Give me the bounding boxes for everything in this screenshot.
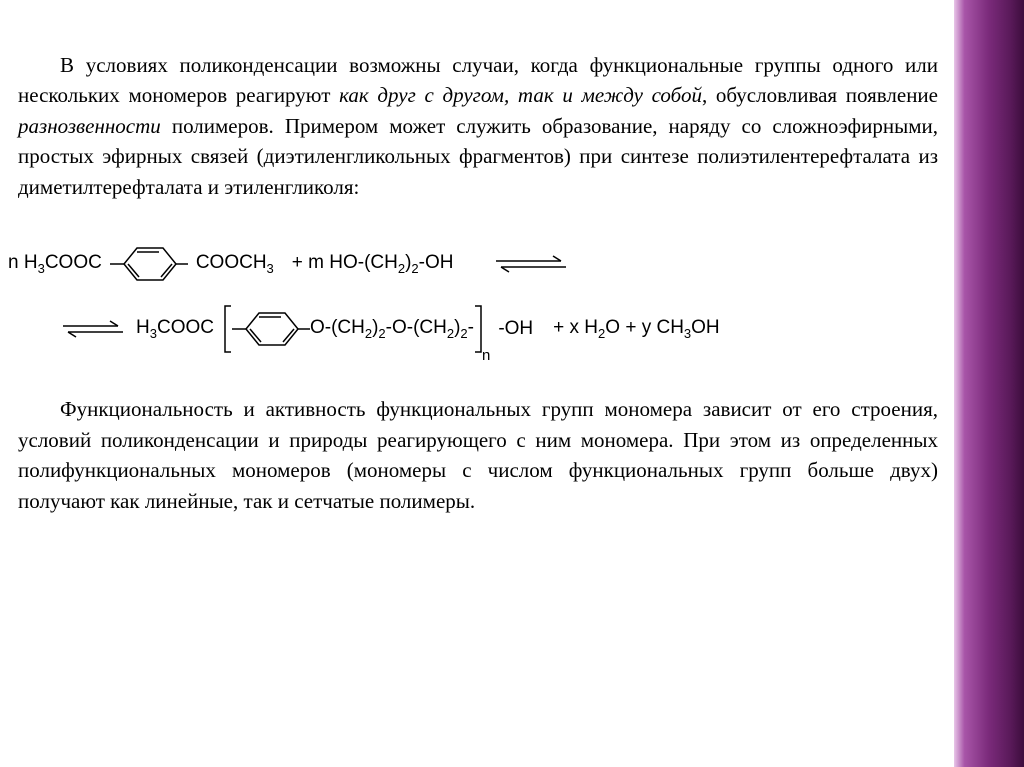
polymer-bracket-group: O-(CH2)2-O-(CH2)2- n (222, 304, 490, 354)
reactant-right: + m HO-(CH2)2-OH (292, 252, 454, 276)
paragraph-2: Функциональность и активность функционал… (18, 394, 938, 516)
equilibrium-arrow-icon (491, 254, 571, 274)
product-left: H3COOC (136, 317, 214, 341)
benzene-ring-icon (232, 307, 310, 351)
chem-line-2: H3COOC O-(CH2)2-O-(CH2)2- n (58, 304, 938, 354)
paragraph-1: В условиях поликонденсации возможны случ… (18, 50, 938, 202)
chem-line-1: n H3COOC COOCH3 + m HO-(CH2)2-OH (8, 242, 938, 286)
reactant-left: n H3COOC (8, 252, 102, 276)
slide-content: В условиях поликонденсации возможны случ… (18, 50, 938, 526)
benzene-ring-icon (110, 242, 188, 286)
byproducts: + x H2O + y CH3OH (553, 317, 720, 341)
reactant-mid: COOCH3 (196, 252, 274, 276)
bracket-left-icon (222, 304, 232, 354)
chemical-equation: n H3COOC COOCH3 + m HO-(CH2)2-OH (18, 242, 938, 354)
side-decoration (954, 0, 1024, 767)
product-mid: O-(CH2)2-O-(CH2)2- (310, 317, 474, 341)
subscript-n: n (482, 347, 490, 364)
equilibrium-arrow-icon (58, 319, 128, 339)
product-oh: -OH (498, 318, 533, 340)
